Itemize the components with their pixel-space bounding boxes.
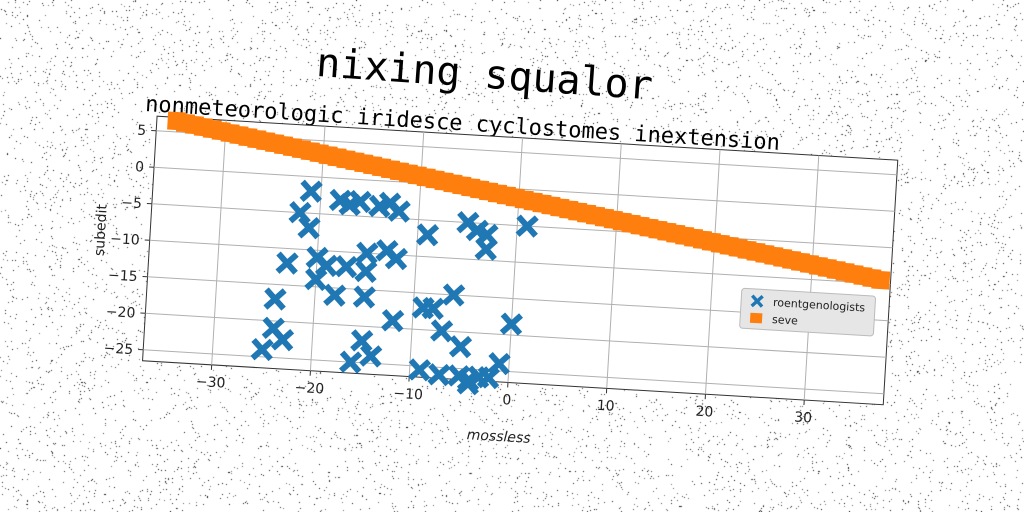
x-tick-label: −10: [393, 386, 423, 404]
legend-box: [739, 287, 876, 337]
seve-point: [871, 270, 891, 290]
y-tick-label: 5: [137, 123, 147, 140]
x-tick-label: 30: [794, 410, 813, 427]
roentgenologists-point: [334, 255, 358, 279]
roentgenologists-point: [407, 358, 432, 382]
roentgenologists-point: [448, 335, 473, 359]
roentgenologists-point: [354, 259, 378, 284]
roentgenologists-point: [297, 216, 321, 240]
roentgenologists-point: [350, 329, 374, 353]
y-grid-line: [149, 239, 891, 285]
legend: roentgenologists seve: [739, 287, 876, 337]
y-grid-line: [151, 203, 893, 249]
roentgenologists-point: [421, 296, 445, 321]
legend-marker-seve: [749, 312, 763, 324]
x-grid-line: [606, 143, 622, 389]
roentgenologists-point: [250, 337, 274, 362]
roentgenologists-point: [270, 328, 295, 352]
roentgenologists-point: [475, 223, 499, 247]
y-tick-label: −25: [103, 340, 133, 358]
x-grid-line: [507, 137, 523, 383]
x-grid-line: [309, 126, 326, 371]
roentgenologists-point: [359, 344, 383, 368]
roentgenologists-point: [348, 189, 372, 214]
legend-label-seve: seve: [772, 313, 799, 328]
roentgenologists-point: [487, 352, 511, 376]
y-axis-label: subedit: [92, 203, 111, 256]
roentgenologists-point: [299, 179, 323, 203]
roentgenologists-point: [387, 199, 411, 223]
series-roentgenologists: [250, 179, 539, 396]
plot-group: −30 −20 −10 0 10 20 30 5 0 −5 −10 −15 −20 −25 mossles…: [92, 111, 899, 447]
roentgenologists-point: [515, 214, 539, 238]
axis-ticks: −30 −20 −10 0 10 20 30 5 0 −5 −10 −15 −20 −25: [103, 123, 813, 427]
legend-square-marker: [749, 312, 763, 324]
x-axis-label: mossless: [466, 427, 531, 447]
roentgenologists-point: [381, 309, 405, 333]
roentgenologists-point: [355, 241, 379, 265]
roentgenologists-point: [442, 283, 466, 307]
x-tick-label: 0: [502, 392, 512, 409]
roentgenologists-point: [338, 350, 363, 374]
roentgenologists-point: [314, 253, 339, 278]
x-grid-line: [803, 155, 820, 401]
roentgenologists-point: [415, 223, 440, 247]
x-grid-line: [211, 120, 227, 365]
legend-label-roentgenologists: roentgenologists: [773, 296, 866, 314]
x-tick-label: 10: [596, 398, 615, 415]
roentgenologists-point: [263, 287, 287, 311]
y-tick-label: −15: [108, 267, 138, 285]
y-tick-label: −5: [121, 195, 143, 212]
roentgenologists-point: [323, 283, 347, 307]
roentgenologists-point: [288, 200, 312, 225]
x-tick-label: −30: [195, 374, 225, 392]
roentgenologists-point: [384, 247, 408, 271]
x-grid-line: [704, 149, 721, 395]
x-tick-label: 20: [695, 404, 714, 421]
roentgenologists-point: [456, 372, 480, 396]
x-tick-label: −20: [294, 380, 324, 398]
roentgenologists-point: [474, 237, 498, 261]
y-tick-label: −10: [110, 231, 140, 249]
roentgenologists-point: [304, 267, 328, 292]
roentgenologists-point: [430, 319, 454, 343]
roentgenologists-point: [427, 363, 451, 387]
legend-x-marker: [750, 294, 764, 308]
roentgenologists-point: [476, 366, 501, 390]
roentgenologists-point: [499, 312, 524, 336]
y-tick-label: 0: [135, 159, 145, 176]
roentgenologists-point: [275, 251, 299, 275]
legend-marker-roentgenologists: [750, 294, 764, 308]
y-tick-label: −20: [105, 304, 135, 322]
roentgenologists-point: [352, 285, 376, 309]
series-seve: [167, 111, 891, 290]
